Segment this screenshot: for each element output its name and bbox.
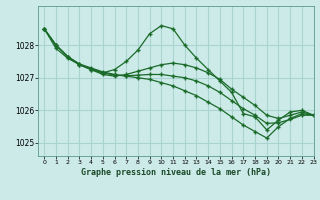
X-axis label: Graphe pression niveau de la mer (hPa): Graphe pression niveau de la mer (hPa) [81,168,271,177]
